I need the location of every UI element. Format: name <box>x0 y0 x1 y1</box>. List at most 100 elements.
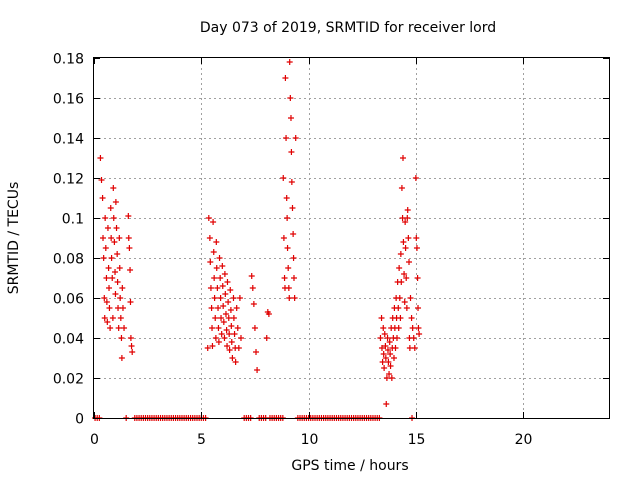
data-point <box>117 295 124 301</box>
data-point <box>253 349 260 355</box>
grid <box>94 58 609 418</box>
data-point <box>127 335 134 341</box>
data-point <box>104 225 111 231</box>
data-point <box>119 285 126 291</box>
data-point <box>386 339 393 345</box>
data-point <box>99 195 106 201</box>
data-point <box>103 299 110 305</box>
y-tick-label: 0.16 <box>53 92 84 108</box>
data-point <box>207 285 214 291</box>
data-point <box>111 239 118 245</box>
data-point <box>396 265 403 271</box>
data-point <box>204 345 211 351</box>
data-point <box>393 335 400 341</box>
data-point <box>229 355 236 361</box>
data-point <box>222 311 229 317</box>
data-point <box>106 285 113 291</box>
data-point <box>378 345 385 351</box>
data-point <box>215 325 222 331</box>
data-point <box>119 305 126 311</box>
data-point <box>205 215 212 221</box>
data-point <box>398 185 405 191</box>
data-point <box>408 315 415 321</box>
data-point <box>385 359 392 365</box>
y-tick-label: 0.02 <box>53 372 84 388</box>
data-point <box>108 235 115 241</box>
data-point <box>226 347 233 353</box>
data-point <box>409 325 416 331</box>
data-point <box>211 275 218 281</box>
data-point <box>414 275 421 281</box>
data-point <box>285 285 292 291</box>
data-point <box>387 363 394 369</box>
data-point <box>114 279 121 285</box>
data-point <box>404 215 411 221</box>
data-point <box>413 235 420 241</box>
data-point <box>125 235 132 241</box>
data-point <box>282 75 289 81</box>
axis-ticks: 0 0.02 0.04 0.06 0.08 0.1 0.12 0.14 0.16 0.18 0 5 10… <box>53 52 609 448</box>
data-point <box>230 315 237 321</box>
data-point <box>400 239 407 245</box>
data-point <box>236 295 243 301</box>
data-point <box>127 267 134 273</box>
data-point <box>227 307 234 313</box>
data-point <box>402 219 409 225</box>
data-point <box>412 175 419 181</box>
data-point <box>112 199 119 205</box>
data-point <box>212 335 219 341</box>
data-point <box>207 259 214 265</box>
data-point <box>401 299 408 305</box>
data-point <box>116 235 123 241</box>
data-point <box>223 327 230 333</box>
data-point <box>403 305 410 311</box>
data-point <box>215 305 222 311</box>
y-tick-label: 0.12 <box>53 172 84 188</box>
data-point <box>290 275 297 281</box>
data-point <box>416 331 423 337</box>
data-point <box>402 245 409 251</box>
data-point <box>224 279 231 285</box>
data-point <box>212 315 219 321</box>
data-point <box>395 305 402 311</box>
data-point <box>283 135 290 141</box>
data-point <box>109 315 116 321</box>
data-point <box>286 295 293 301</box>
data-point <box>234 325 241 331</box>
data-point <box>213 239 220 245</box>
data-point <box>113 225 120 231</box>
data-point <box>97 155 104 161</box>
data-point <box>115 325 122 331</box>
data-point <box>101 315 108 321</box>
data-point <box>401 271 408 277</box>
y-tick-label: 0 <box>75 412 84 428</box>
data-point <box>287 115 294 121</box>
data-point <box>206 235 213 241</box>
data-point <box>386 371 393 377</box>
data-point <box>112 269 119 275</box>
data-point <box>128 343 135 349</box>
x-tick-label: 20 <box>515 432 533 448</box>
data-point <box>225 299 232 305</box>
data-point <box>286 59 293 65</box>
data-point <box>284 215 291 221</box>
data-point <box>415 325 422 331</box>
data-point <box>397 315 404 321</box>
data-point <box>232 359 239 365</box>
data-point <box>411 345 418 351</box>
data-point <box>116 265 123 271</box>
data-point <box>110 215 117 221</box>
data-point <box>235 345 242 351</box>
data-point <box>224 343 231 349</box>
data-point <box>383 401 390 407</box>
data-point <box>379 359 386 365</box>
chart-title: Day 073 of 2019, SRMTID for receiver lor… <box>200 20 496 36</box>
data-point <box>248 273 255 279</box>
data-point <box>404 207 411 213</box>
data-point <box>388 375 395 381</box>
data-point <box>377 335 384 341</box>
data-point <box>250 301 257 307</box>
data-point <box>290 231 297 237</box>
data-point <box>378 315 385 321</box>
